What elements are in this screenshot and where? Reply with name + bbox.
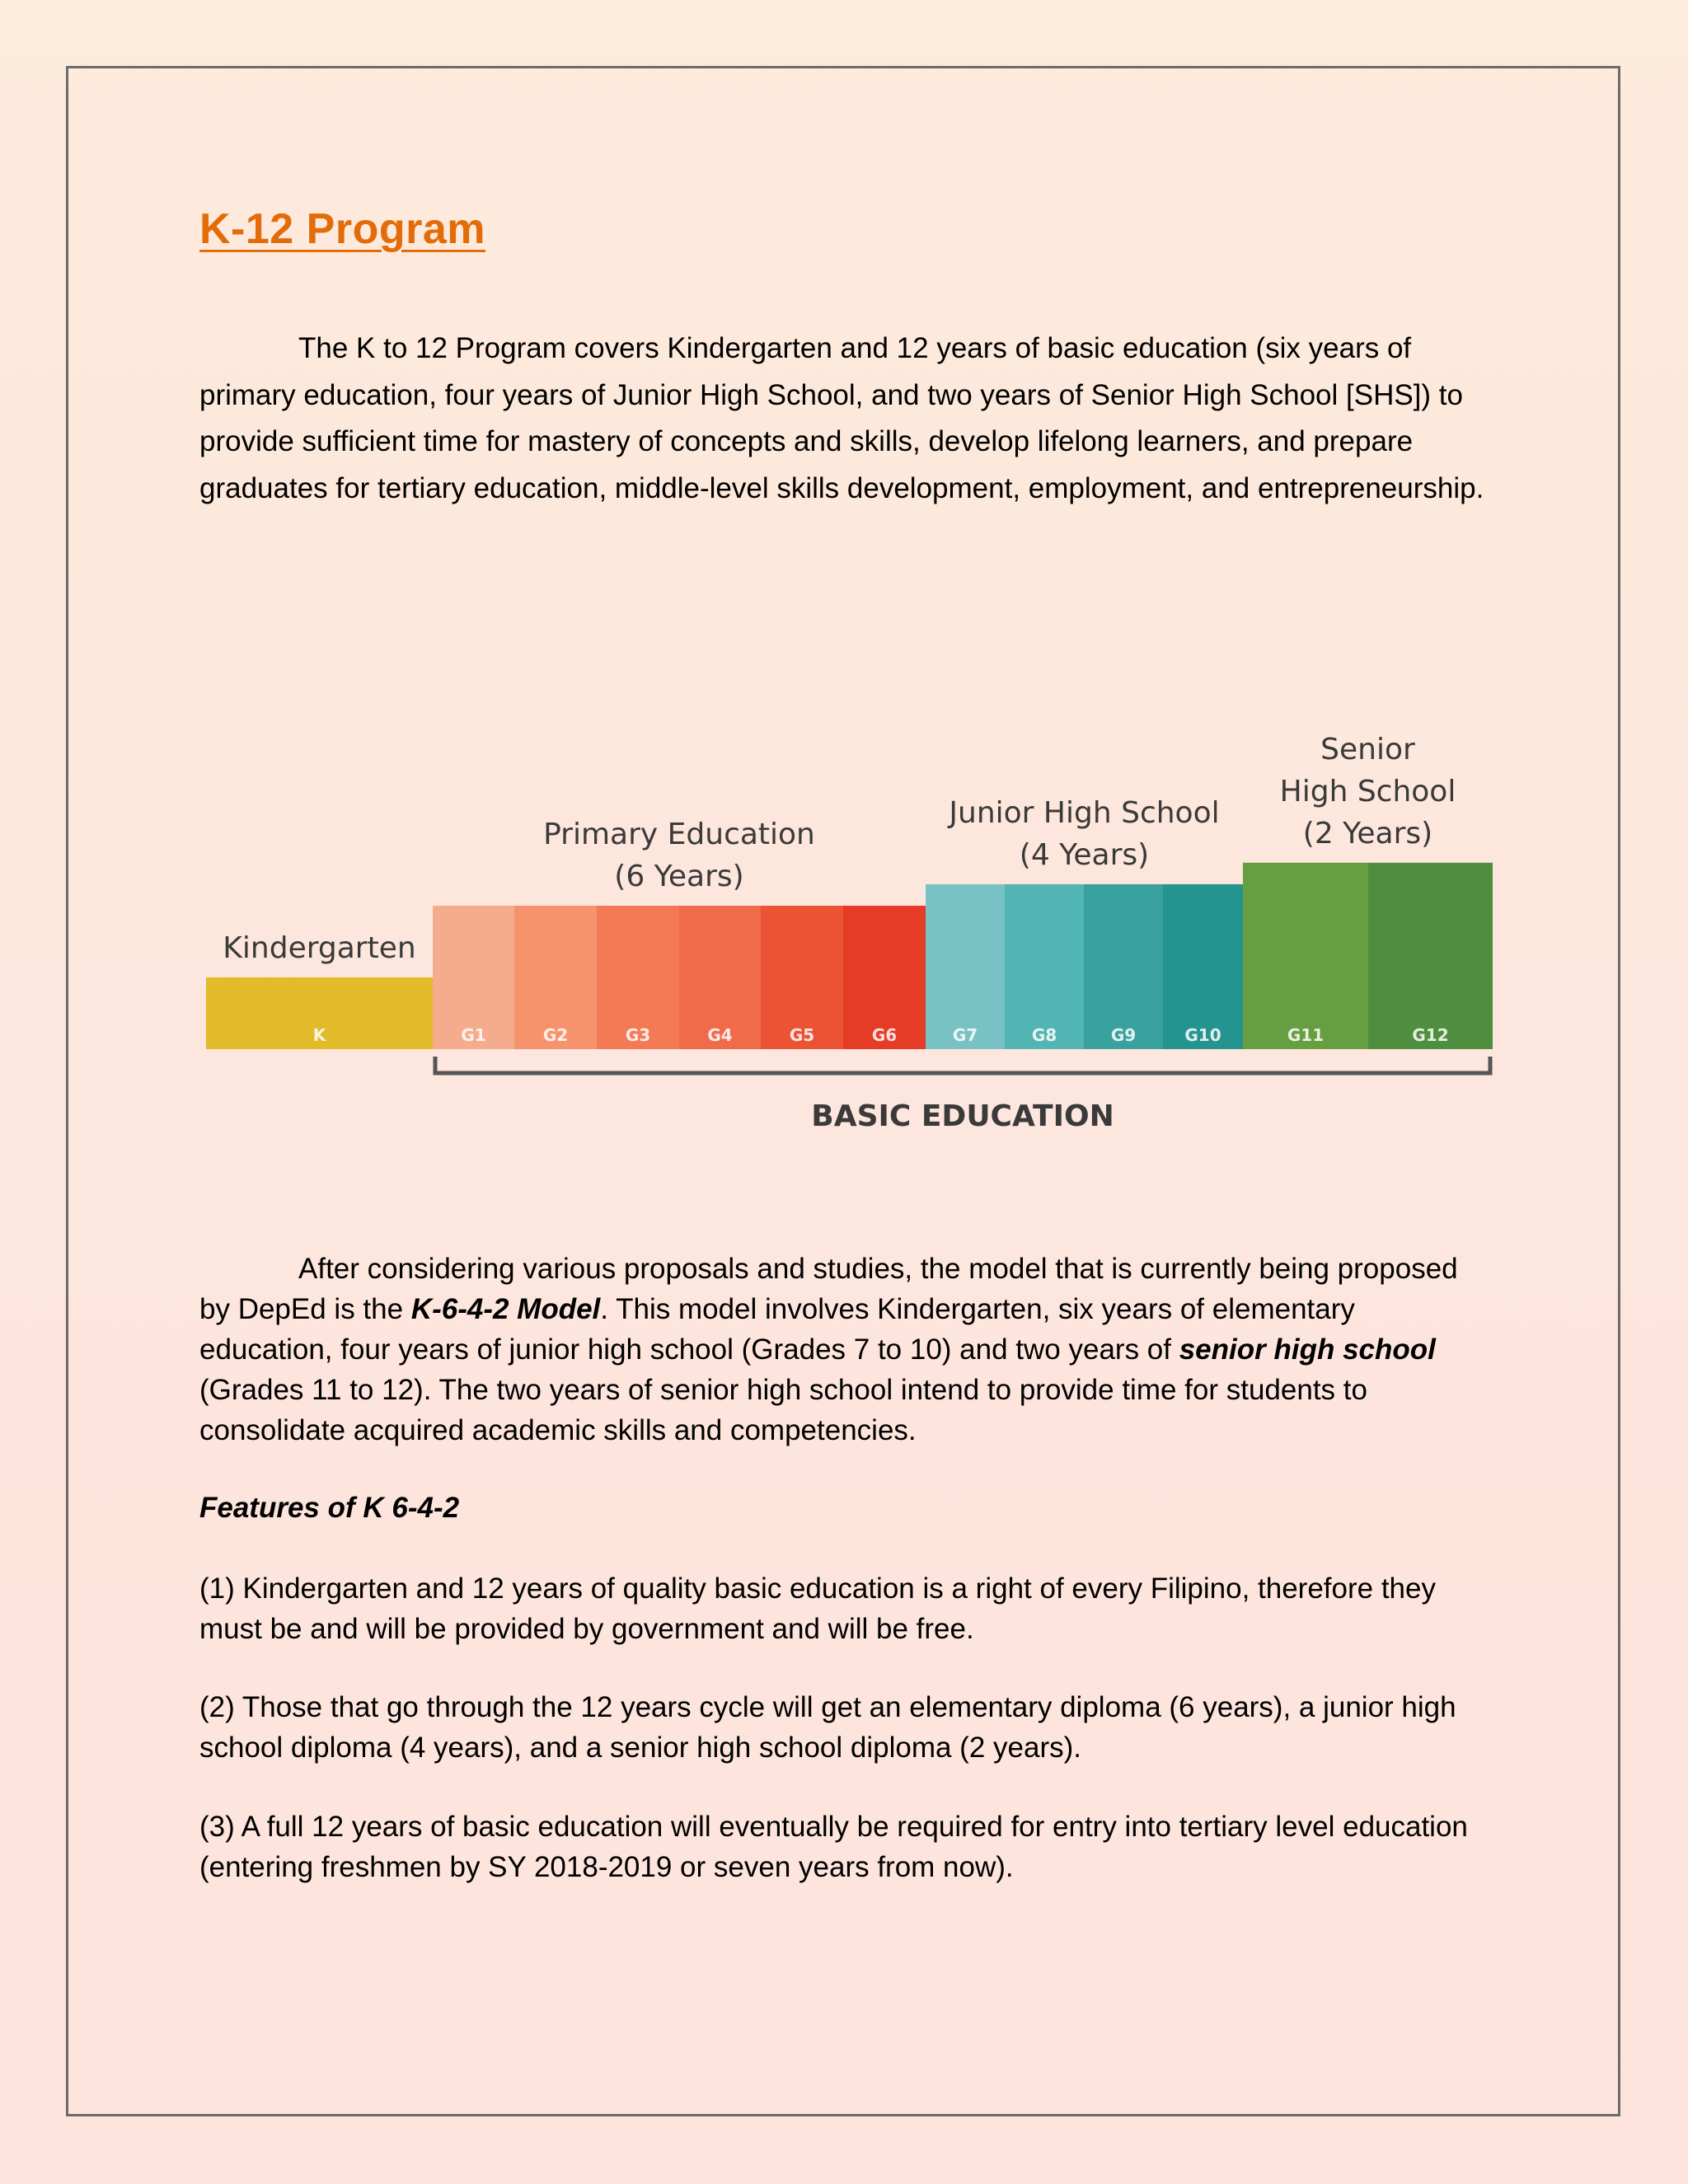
group-label-1-line-1: (6 Years): [614, 860, 743, 893]
bar-g8: [1005, 883, 1084, 1049]
group-label-0-line-0: Kindergarten: [223, 931, 415, 965]
bar-g3: [597, 906, 679, 1049]
intro-paragraph: The K to 12 Program covers Kindergarten …: [199, 332, 1484, 504]
bar-g11: [1243, 862, 1368, 1049]
model-text-3: (Grades 11 to 12). The two years of seni…: [199, 1374, 1367, 1446]
tick-label-g6: G6: [872, 1025, 897, 1045]
model-paragraph: After considering various proposals and …: [199, 1249, 1493, 1451]
page-border: [66, 66, 1620, 2116]
model-text-1: After considering various proposals and …: [199, 1253, 1458, 1325]
document-body: K-12 Program The K to 12 Program covers …: [199, 202, 1502, 1883]
bar-g5: [761, 906, 843, 1049]
feature-item-2: (2) Those that go through the 12 years c…: [199, 1691, 1456, 1764]
tick-label-g11: G11: [1287, 1025, 1324, 1045]
tick-label-g9: G9: [1111, 1025, 1136, 1045]
group-label-3-line-0: Senior: [1320, 733, 1415, 766]
group-label-2-line-0: Junior High School: [947, 796, 1219, 830]
bar-g1: [433, 906, 514, 1049]
basic-education-bracket: [433, 1057, 1493, 1076]
tick-label-g2: G2: [543, 1025, 568, 1045]
bar-g4: [679, 906, 761, 1049]
page-title: K-12 Program: [199, 205, 485, 253]
tick-label-g5: G5: [790, 1025, 814, 1045]
bar-g2: [514, 906, 597, 1049]
group-label-2-line-1: (4 Years): [1020, 838, 1149, 872]
bracket-label: BASIC EDUCATION: [811, 1099, 1114, 1133]
bar-g6: [843, 906, 926, 1049]
bar-g10: [1163, 883, 1243, 1049]
group-label-1-line-0: Primary Education: [543, 818, 815, 851]
feature-item-3: (3) A full 12 years of basic education w…: [199, 1811, 1468, 1883]
group-label-3-line-1: High School: [1280, 775, 1456, 808]
tick-label-g12: G12: [1412, 1025, 1448, 1045]
tick-label-k: K: [313, 1025, 327, 1045]
features-heading: Features of K 6-4-2: [199, 1492, 460, 1524]
tick-label-g1: G1: [461, 1025, 485, 1045]
model-name: K-6-4-2 Model: [410, 1293, 601, 1325]
tick-label-g3: G3: [626, 1025, 650, 1045]
model-text-2: . This model involves Kindergarten, six …: [199, 1293, 1355, 1366]
tick-label-g4: G4: [707, 1025, 732, 1045]
tick-label-g10: G10: [1184, 1025, 1221, 1045]
bar-g9: [1084, 883, 1163, 1049]
tick-label-g7: G7: [953, 1025, 978, 1045]
group-label-3-line-2: (2 Years): [1303, 817, 1432, 851]
k12-structure-chart: K G1 G2 G3 G4 G5 G6 G7 G8 G9 G10 G11 G12 Kindergarten…: [204, 602, 1498, 1137]
chart-svg: K G1 G2 G3 G4 G5 G6 G7 G8 G9 G10 G11 G12 Kindergarten…: [206, 733, 1493, 1133]
feature-item-1: (1) Kindergarten and 12 years of quality…: [199, 1572, 1436, 1645]
bar-k: [206, 977, 433, 1049]
tick-label-g8: G8: [1032, 1025, 1057, 1045]
bar-g7: [926, 883, 1005, 1049]
bar-g12: [1368, 862, 1493, 1049]
shs-emphasis: senior high school: [1179, 1333, 1436, 1366]
